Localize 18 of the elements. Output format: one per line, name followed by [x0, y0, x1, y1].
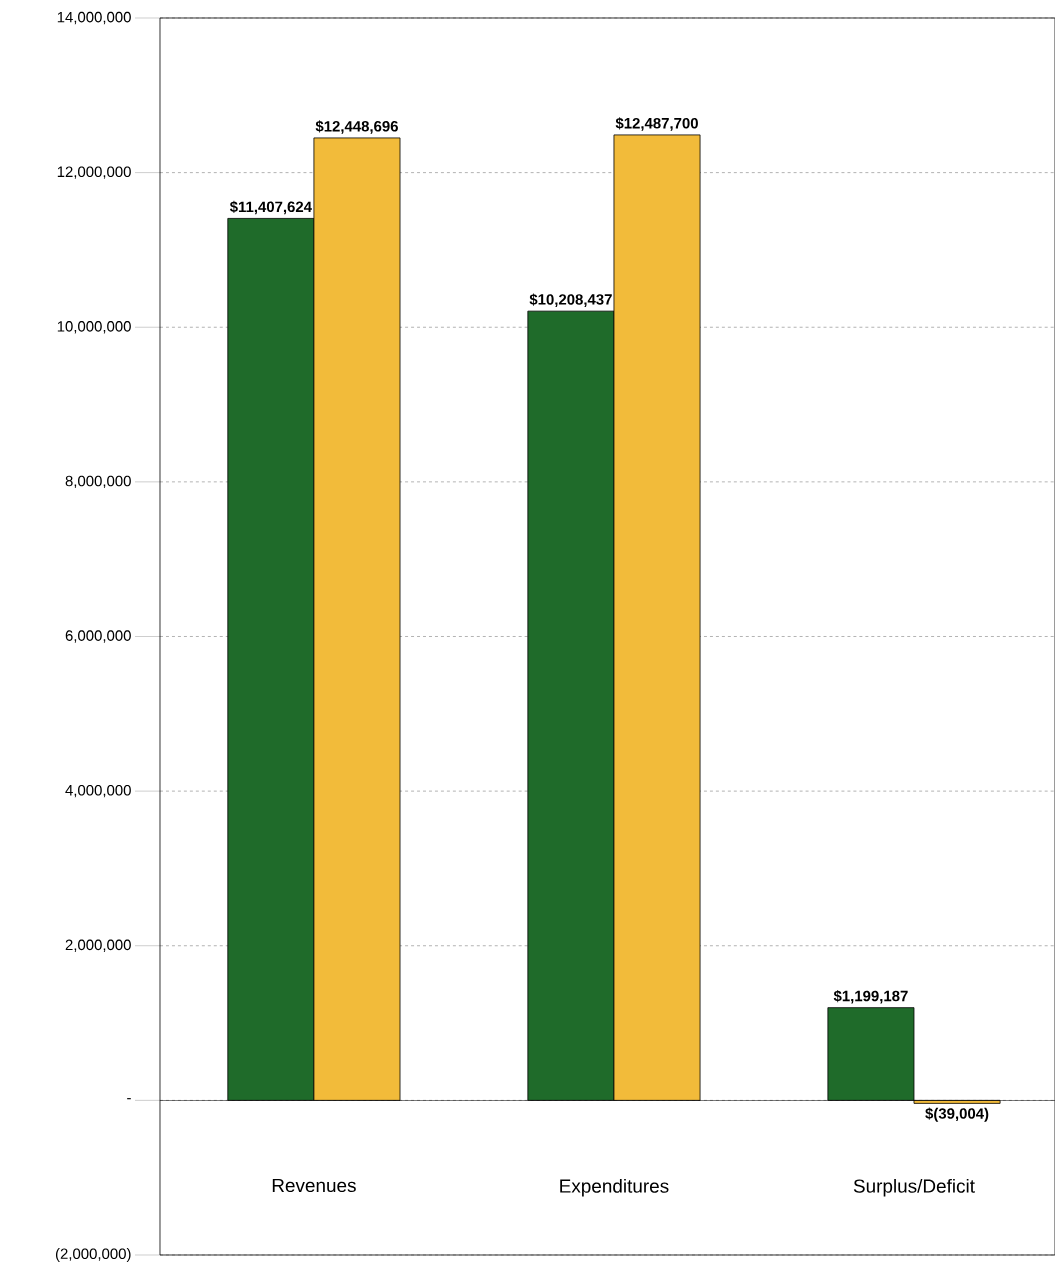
y-tick-label: 6,000,000 [65, 630, 131, 643]
data-label: $12,487,700 [615, 117, 698, 131]
x-tick-label: Surplus/Deficit [853, 1178, 975, 1197]
y-tick-label: - [127, 1098, 131, 1100]
y-tick-label: 10,000,000 [57, 321, 131, 334]
data-label: $(39,004) [925, 1107, 989, 1122]
data-label: $12,448,696 [315, 120, 398, 134]
y-tick-label: 12,000,000 [57, 166, 131, 179]
data-label: $10,208,437 [529, 293, 612, 307]
y-tick-label: 8,000,000 [65, 475, 131, 489]
y-tick-label: 4,000,000 [65, 784, 131, 798]
y-tick-label: 14,000,000 [57, 11, 131, 25]
data-label: $11,407,624 [229, 200, 312, 215]
y-tick-label: 2,000,000 [65, 939, 131, 952]
y-tick-label: (2,000,000) [55, 1248, 131, 1262]
data-label: $1,199,187 [833, 990, 908, 1004]
x-tick-label: Revenues [272, 1178, 356, 1193]
x-tick-label: Expenditures [560, 1178, 669, 1197]
